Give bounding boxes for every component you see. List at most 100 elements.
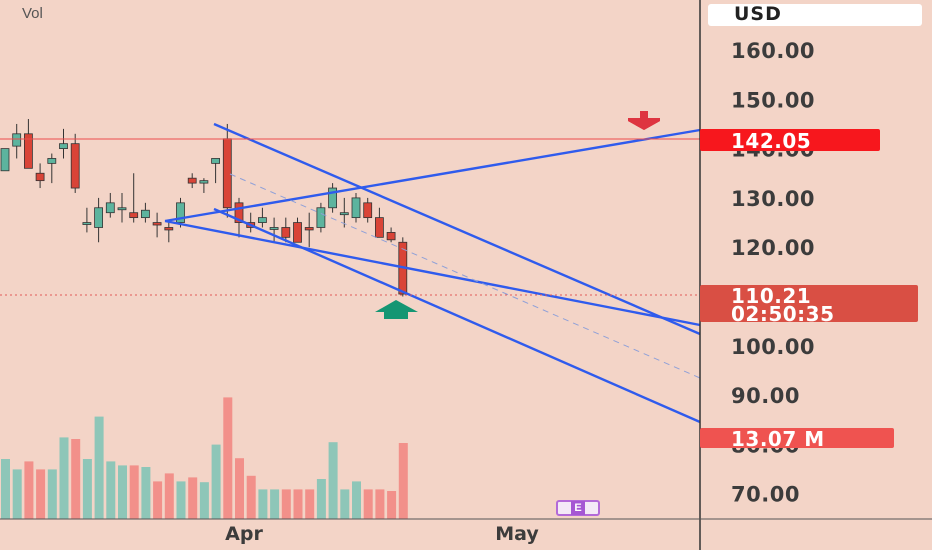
volume-value: 13.07 M: [731, 427, 825, 451]
earnings-badge-label: E: [571, 501, 585, 515]
candle: [129, 173, 139, 223]
volume-bar: [258, 489, 268, 519]
candle: [105, 192, 115, 218]
candle: [117, 192, 127, 223]
candle: [328, 183, 338, 213]
candle-body: [304, 227, 314, 231]
candle: [176, 197, 185, 228]
candle-body: [257, 217, 267, 223]
resistance-price-tag: 142.05: [700, 129, 880, 153]
candle: [164, 222, 174, 243]
candle: [82, 207, 92, 233]
volume-bar: [82, 459, 92, 519]
volume-bar: [94, 416, 104, 519]
candle-body: [23, 133, 33, 169]
candlesticks: [0, 119, 408, 297]
candle-body: [211, 158, 221, 164]
volume-bar: [223, 397, 233, 519]
candle-body: [94, 207, 103, 228]
volume-bar: [36, 469, 46, 519]
volume-bar: [59, 437, 69, 519]
candle-body: [117, 207, 127, 211]
volume-bar: [71, 439, 81, 519]
candle: [211, 158, 221, 184]
volume-bar: [118, 465, 127, 519]
volume-bar: [387, 491, 397, 519]
volume-bar: [129, 465, 139, 519]
trendline-fan-up[interactable]: [164, 128, 701, 223]
trendlines[interactable]: [164, 122, 701, 424]
candle: [269, 217, 279, 243]
trendline-upper-channel[interactable]: [213, 122, 701, 336]
candle-body: [339, 212, 349, 216]
candle: [70, 133, 80, 193]
candle-body: [152, 222, 162, 226]
x-label-may: May: [495, 523, 539, 545]
volume-bar: [316, 479, 326, 519]
trendline-fan-down[interactable]: [164, 219, 701, 327]
volume-bar: [1, 459, 10, 519]
candle-body: [386, 232, 396, 241]
candle-body: [82, 222, 92, 225]
candle-body: [328, 187, 338, 209]
currency-selector[interactable]: [708, 4, 922, 26]
candle-body: [234, 202, 244, 223]
candle-body: [281, 227, 291, 238]
candle: [351, 192, 361, 223]
candle: [187, 173, 197, 189]
y-tick-label: 120.00: [731, 236, 815, 260]
candle: [140, 202, 150, 223]
volume-bar: [246, 475, 256, 519]
candle-body: [129, 212, 139, 219]
candle: [386, 227, 396, 243]
volume-bar: [12, 469, 22, 519]
candle: [0, 148, 10, 172]
candle: [35, 163, 45, 189]
candle-body: [140, 209, 150, 219]
volume-indicator-label: Vol: [22, 5, 43, 22]
volume-bar: [211, 444, 221, 519]
y-tick-label: 90.00: [731, 384, 800, 408]
candle-body: [374, 217, 384, 238]
volume-bar: [375, 489, 385, 519]
volume-bar: [176, 481, 186, 519]
volume-bar: [363, 489, 373, 519]
y-tick-label: 100.00: [731, 335, 815, 359]
volume-bar: [235, 458, 244, 519]
volume-bar: [106, 461, 116, 519]
volume-bar: [293, 489, 303, 519]
candle-body: [187, 177, 197, 184]
candle-body: [199, 180, 209, 184]
candle-body: [351, 197, 361, 219]
volume-bar: [270, 489, 280, 519]
volume-bars: [1, 397, 408, 519]
last-price-value: 110.21: [731, 284, 812, 308]
volume-bar: [199, 482, 209, 519]
arrow-up-icon: [375, 300, 418, 319]
trendline-midline[interactable]: [229, 173, 701, 379]
candle: [234, 197, 244, 238]
volume-bar: [340, 489, 350, 519]
candle-body: [363, 202, 373, 219]
volume-value-tag: 13.07 M: [700, 427, 894, 451]
candle: [199, 178, 209, 193]
volume-bar: [352, 481, 361, 519]
candle-body: [35, 172, 45, 182]
candle-body: [105, 202, 115, 214]
candle: [23, 119, 33, 169]
y-tick-label: 130.00: [731, 187, 815, 211]
arrow-down-icon: [628, 111, 660, 130]
candle: [222, 123, 232, 218]
currency-label: USD: [734, 3, 782, 25]
y-tick-label: 70.00: [731, 483, 800, 507]
candle: [316, 202, 326, 233]
volume-bar: [305, 489, 315, 519]
volume-bar: [24, 461, 34, 519]
candle: [363, 197, 373, 223]
candle: [374, 207, 384, 238]
bar-countdown: 02:50:35: [731, 302, 835, 326]
trendline-lower-channel[interactable]: [213, 207, 701, 424]
earnings-badge[interactable]: E: [556, 500, 600, 516]
